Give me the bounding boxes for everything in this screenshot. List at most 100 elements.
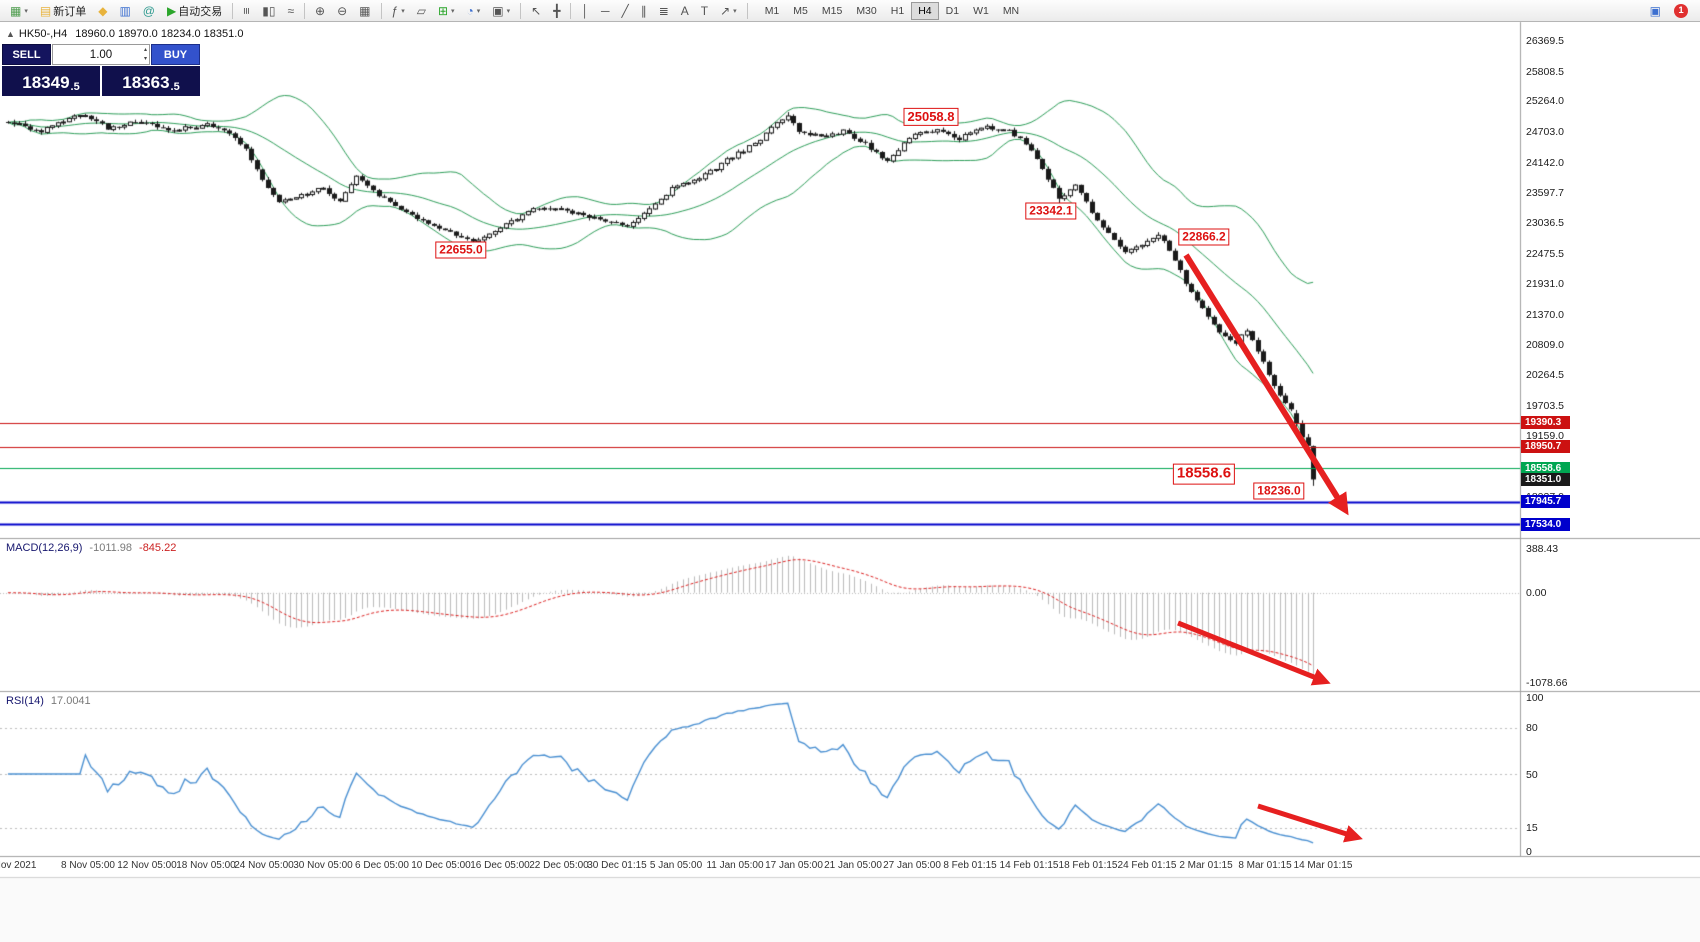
caret-down-icon: ▾	[506, 7, 511, 15]
sell-price: 18349.5	[2, 66, 100, 96]
fibonacci-button[interactable]: ≣	[654, 1, 674, 20]
zoom-in-icon: ⊕	[315, 3, 326, 18]
new-order-label: 新订单	[53, 5, 87, 18]
add-chart-button[interactable]: ⊞ ▾	[433, 1, 460, 20]
toolbar-right: ▣ 1	[1644, 1, 1696, 20]
crosshair-button[interactable]: ╋	[548, 1, 565, 20]
zoom-out-button[interactable]: ⊖	[332, 1, 352, 20]
chart-canvas[interactable]	[0, 0, 1700, 880]
metaquotes-icon: ◆	[98, 3, 108, 18]
timeframe-mn-button[interactable]: MN	[996, 2, 1026, 20]
sell-price-main: 18349	[22, 73, 70, 92]
toolbar-separator	[232, 2, 234, 19]
text-label-button[interactable]: T	[696, 1, 713, 20]
chart-line-icon: ≈	[287, 3, 295, 18]
macd-value-main: -1011.98	[89, 542, 133, 554]
toolbar-separator	[380, 2, 382, 19]
vertical-line-button[interactable]: │	[576, 1, 594, 20]
cursor-button[interactable]: ↖	[526, 1, 546, 20]
arrows-tool-icon: ↗	[720, 3, 731, 18]
autotrading-icon: ▶	[166, 3, 177, 18]
volume-field[interactable]: 1.00 ▴ ▾	[52, 44, 150, 65]
volume-value: 1.00	[89, 48, 113, 61]
volume-spinner: ▴ ▾	[144, 46, 147, 64]
macd-name: MACD(12,26,9)	[6, 542, 83, 554]
text-label-icon: T	[700, 3, 709, 18]
chart-bars-button[interactable]: ≡	[238, 1, 255, 20]
macd-value-signal: -845.22	[139, 542, 177, 554]
autotrading-label: 自动交易	[178, 5, 223, 18]
order-panel-prices: 18349.5 18363.5	[2, 66, 200, 96]
volume-increase-button[interactable]: ▴	[143, 47, 147, 53]
market-watch-button[interactable]: ▥	[114, 1, 135, 20]
toolbar-items: ▦ ▾ ▤ 新订单 ◆ ▥ @ ▶ 自动交易 ≡ ▮▯ ≈ ⊕ ⊖ ▦ ƒ ▾ ▱ ⊞ ▾ ◔ ▾ ▣ ▾ ↖ ╋ │ ─ ╱ ∥ ≣ A T ↗…	[4, 0, 752, 21]
buy-price-frac: .5	[170, 81, 180, 93]
buy-button[interactable]: BUY	[151, 44, 200, 65]
timeframe-m1-button[interactable]: M1	[758, 2, 787, 20]
caret-down-icon: ▾	[401, 7, 405, 15]
timeframe-d1-button[interactable]: D1	[939, 2, 966, 20]
caret-down-icon: ▾	[24, 7, 28, 15]
caret-down-icon: ▾	[451, 7, 455, 15]
timeframe-h4-button[interactable]: H4	[911, 1, 939, 20]
buy-price: 18363.5	[102, 66, 200, 96]
new-chart-icon: ▦	[10, 3, 22, 18]
toolbar-separator	[746, 2, 748, 19]
autotrading-button[interactable]: ▶ 自动交易	[162, 1, 227, 20]
fibonacci-icon: ≣	[658, 3, 669, 18]
toolbar-separator	[520, 2, 522, 19]
new-order-button[interactable]: ▤ 新订单	[35, 1, 91, 20]
order-panel-row: SELL 1.00 ▴ ▾ BUY	[2, 44, 200, 65]
symbol-bar: ▲ HK50-,H4 18960.0 18970.0 18234.0 18351.0	[6, 28, 243, 40]
symbol-ohlc: 18960.0 18970.0 18234.0 18351.0	[75, 28, 244, 40]
metaquotes-button[interactable]: ◆	[93, 1, 112, 20]
mail-button[interactable]: @	[138, 1, 160, 20]
buy-price-main: 18363	[122, 73, 170, 92]
indicators-icon: ƒ	[391, 3, 399, 18]
chat-icon: ▣	[1649, 3, 1661, 18]
timeframe-buttons: M1 M5 M15 M30 H1 H4 D1 W1 MN	[758, 1, 1026, 20]
toolbar-separator	[304, 2, 306, 19]
text-button[interactable]: A	[676, 1, 694, 20]
screenshot-button[interactable]: ▣ ▾	[487, 1, 515, 20]
timeframe-h1-button[interactable]: H1	[884, 2, 911, 20]
horizontal-line-button[interactable]: ─	[596, 1, 615, 20]
objects-list-button[interactable]: ▱	[412, 1, 431, 20]
chat-button[interactable]: ▣	[1645, 1, 1666, 20]
tile-windows-icon: ▦	[359, 3, 371, 18]
new-chart-button[interactable]: ▦ ▾	[5, 1, 33, 20]
screenshot-icon: ▣	[492, 3, 504, 18]
rsi-value: 17.0041	[50, 695, 91, 707]
chart-candles-button[interactable]: ▮▯	[257, 1, 280, 20]
arrows-tool-button[interactable]: ↗ ▾	[715, 1, 742, 20]
symbol-icon: ▲	[6, 29, 15, 39]
volume-decrease-button[interactable]: ▾	[143, 56, 147, 62]
sell-price-frac: .5	[70, 81, 80, 93]
toolbar-separator	[570, 2, 572, 19]
timeframe-m30-button[interactable]: M30	[849, 2, 883, 20]
tile-windows-button[interactable]: ▦	[354, 1, 375, 20]
notification-badge[interactable]: 1	[1674, 3, 1688, 18]
indicators-button[interactable]: ƒ ▾	[387, 1, 410, 20]
chart-line-button[interactable]: ≈	[282, 1, 299, 20]
equidistant-channel-icon: ∥	[640, 3, 647, 18]
new-order-icon: ▤	[39, 3, 52, 18]
one-click-trading-panel: SELL 1.00 ▴ ▾ BUY 18349.5 18363.5	[2, 44, 200, 96]
periods-icon: ◔	[466, 3, 474, 18]
trendline-button[interactable]: ╱	[616, 1, 633, 20]
timeframe-w1-button[interactable]: W1	[966, 2, 996, 20]
timeframe-m15-button[interactable]: M15	[815, 2, 849, 20]
caret-down-icon: ▾	[476, 7, 481, 15]
cursor-icon: ↖	[531, 3, 542, 18]
rsi-name: RSI(14)	[6, 695, 44, 707]
periods-button[interactable]: ◔ ▾	[462, 1, 486, 20]
market-watch-icon: ▥	[119, 3, 131, 18]
zoom-in-button[interactable]: ⊕	[310, 1, 330, 20]
equidistant-channel-button[interactable]: ∥	[636, 1, 652, 20]
timeframe-m5-button[interactable]: M5	[786, 2, 815, 20]
caret-down-icon: ▾	[733, 7, 737, 15]
zoom-out-icon: ⊖	[337, 3, 348, 18]
sell-button[interactable]: SELL	[2, 44, 51, 65]
horizontal-line-icon: ─	[600, 3, 610, 18]
